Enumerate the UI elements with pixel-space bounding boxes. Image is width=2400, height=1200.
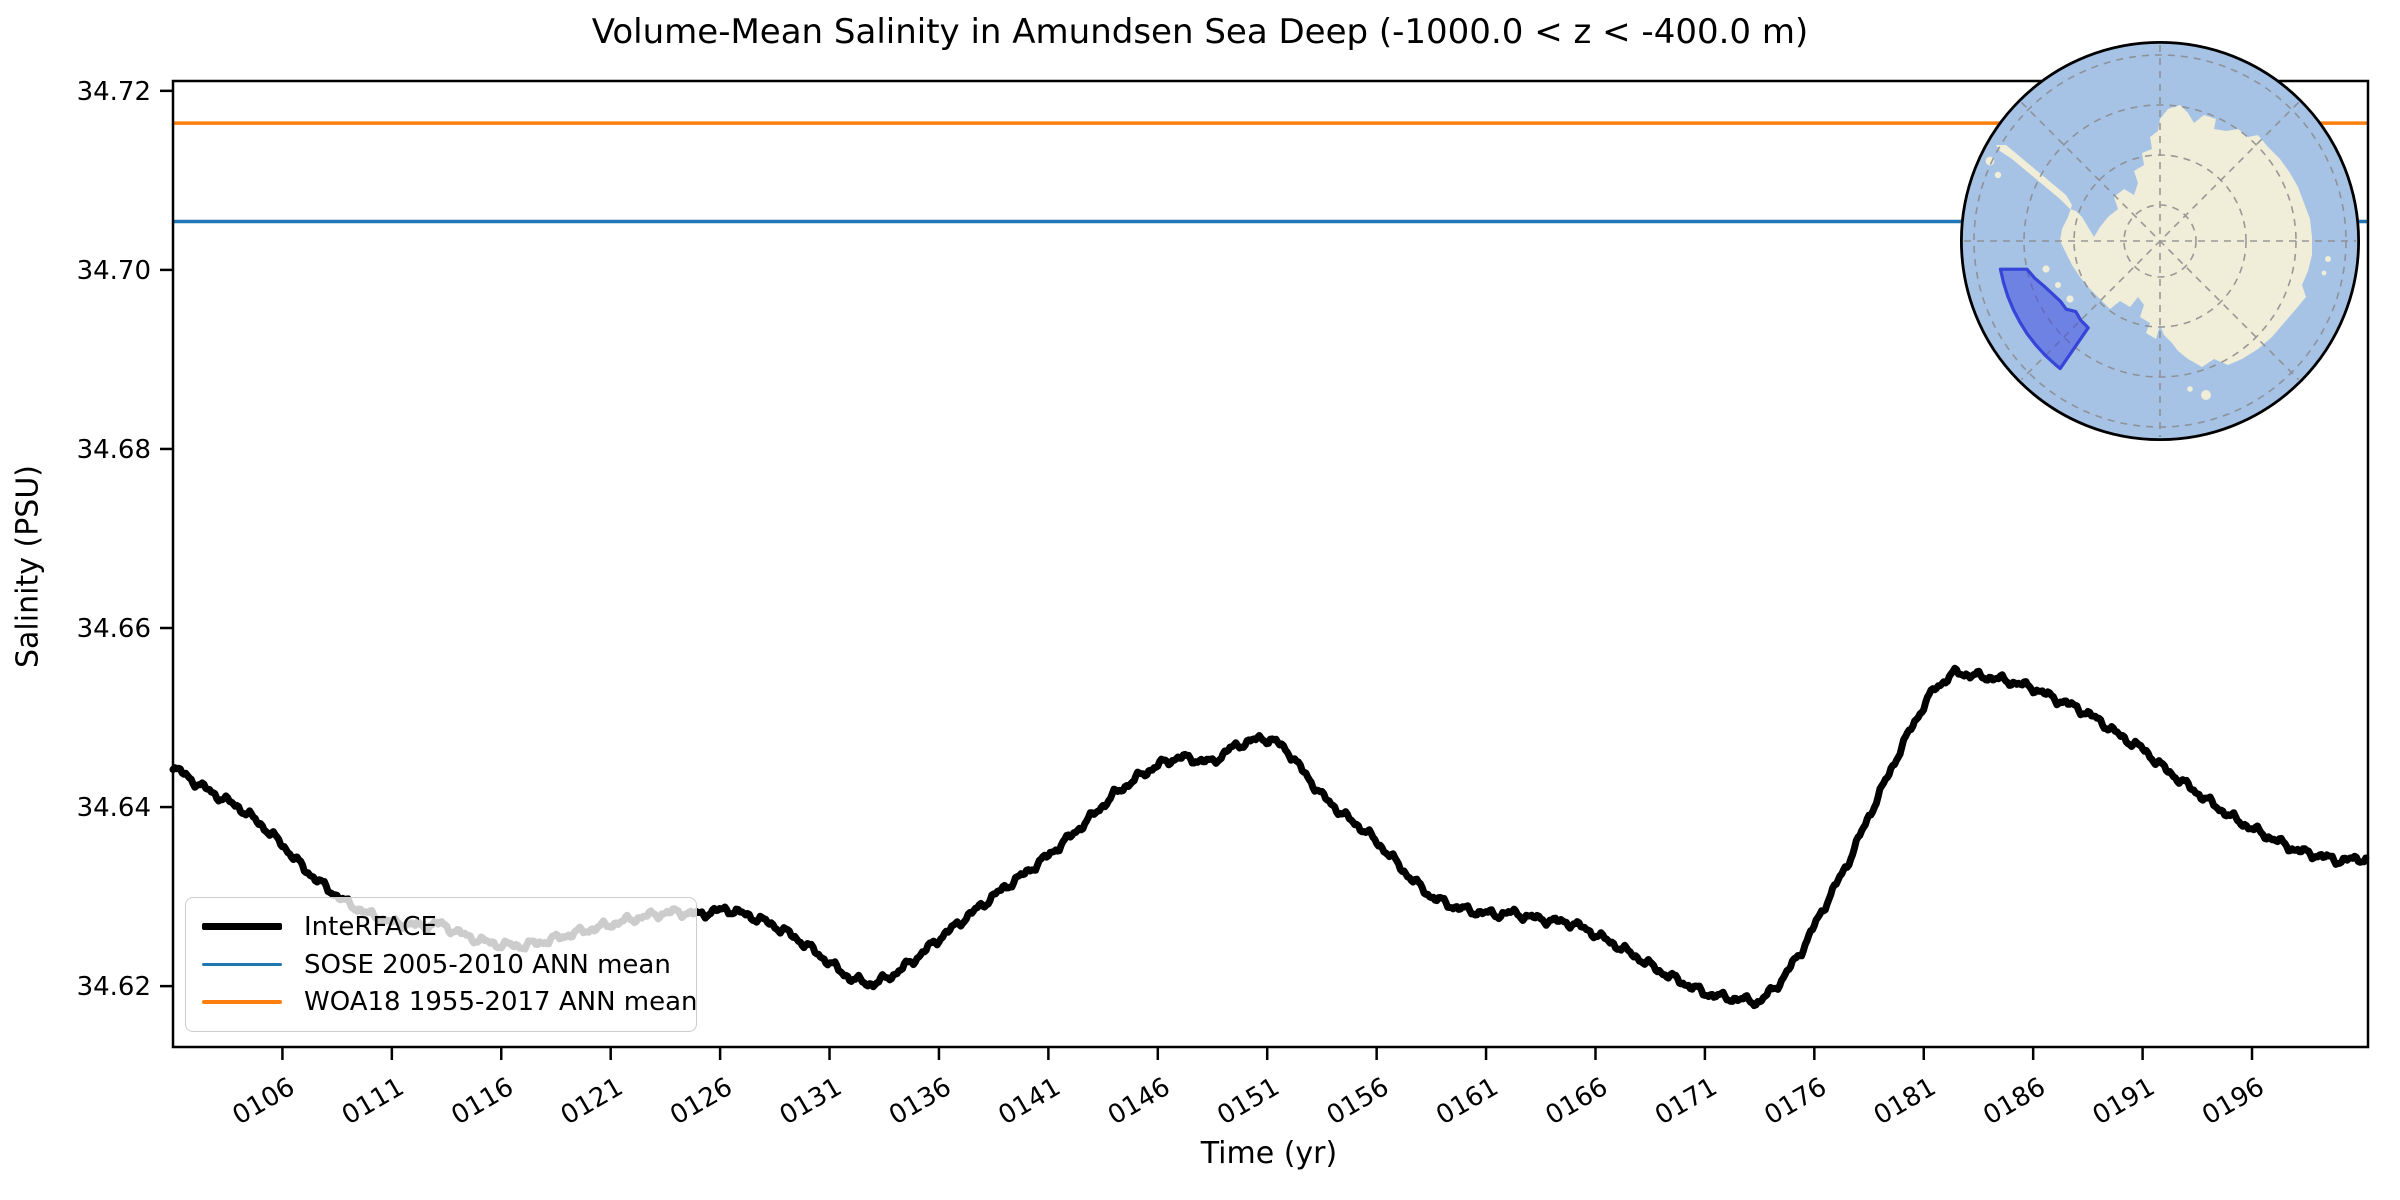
legend-item: WOA18 1955-2017 ANN mean bbox=[202, 983, 698, 1021]
x-tick-label: 0151 bbox=[1212, 1072, 1284, 1131]
island bbox=[2066, 295, 2074, 303]
amundsen-sea-highlight bbox=[1998, 267, 2090, 371]
island bbox=[1985, 156, 1995, 166]
x-tick-label: 0186 bbox=[1978, 1072, 2050, 1131]
y-axis-label: Salinity (PSU) bbox=[10, 465, 46, 668]
y-tick-label: 34.72 bbox=[77, 77, 151, 107]
island bbox=[2055, 282, 2061, 288]
y-tick-label: 34.66 bbox=[77, 614, 151, 644]
legend-item: SOSE 2005-2010 ANN mean bbox=[202, 946, 680, 984]
legend-line-swatch bbox=[202, 1000, 282, 1004]
x-tick-label: 0126 bbox=[665, 1072, 737, 1131]
x-tick-label: 0121 bbox=[556, 1072, 628, 1131]
island bbox=[2187, 386, 2193, 392]
chart-title: Volume-Mean Salinity in Amundsen Sea Dee… bbox=[591, 12, 1809, 52]
x-tick-label: 0156 bbox=[1322, 1072, 1394, 1131]
antarctica-inset-map bbox=[1959, 40, 2361, 442]
island bbox=[2321, 270, 2327, 276]
legend-line-swatch bbox=[202, 923, 282, 931]
legend-label: SOSE 2005-2010 ANN mean bbox=[304, 949, 671, 980]
x-tick-label: 0161 bbox=[1431, 1072, 1503, 1131]
x-tick-label: 0171 bbox=[1650, 1072, 1722, 1131]
legend-label: WOA18 1955-2017 ANN mean bbox=[304, 987, 698, 1018]
island bbox=[2201, 390, 2211, 400]
x-tick-label: 0116 bbox=[446, 1072, 518, 1131]
x-tick-label: 0166 bbox=[1541, 1072, 1613, 1131]
x-tick-label: 0141 bbox=[994, 1072, 1066, 1131]
y-tick-label: 34.68 bbox=[77, 435, 151, 465]
y-tick-label: 34.62 bbox=[77, 972, 151, 1002]
island bbox=[2325, 256, 2331, 262]
legend-line-swatch bbox=[202, 962, 282, 967]
x-tick-label: 0111 bbox=[337, 1072, 409, 1131]
legend-item: InteRFACE bbox=[202, 908, 680, 946]
x-tick-label: 0131 bbox=[775, 1072, 847, 1131]
y-tick-label: 34.70 bbox=[77, 256, 151, 286]
x-tick-label: 0146 bbox=[1103, 1072, 1175, 1131]
legend-box: InteRFACE SOSE 2005-2010 ANN mean WOA18 19… bbox=[185, 897, 698, 1032]
island bbox=[2042, 265, 2050, 273]
x-tick-label: 0136 bbox=[884, 1072, 956, 1131]
island bbox=[1994, 171, 2002, 179]
x-tick-label: 0176 bbox=[1760, 1072, 1832, 1131]
y-tick-label: 34.64 bbox=[77, 793, 151, 823]
globe bbox=[1960, 41, 2360, 441]
x-tick-label: 0196 bbox=[2197, 1072, 2269, 1131]
x-tick-label: 0191 bbox=[2088, 1072, 2160, 1131]
axes-frame bbox=[171, 79, 2370, 1049]
x-axis-label: Time (yr) bbox=[1200, 1136, 1338, 1171]
x-tick-label: 0106 bbox=[228, 1072, 300, 1131]
x-tick-label: 0181 bbox=[1869, 1072, 1941, 1131]
legend-label: InteRFACE bbox=[304, 911, 437, 942]
globe-border bbox=[1959, 40, 2361, 442]
